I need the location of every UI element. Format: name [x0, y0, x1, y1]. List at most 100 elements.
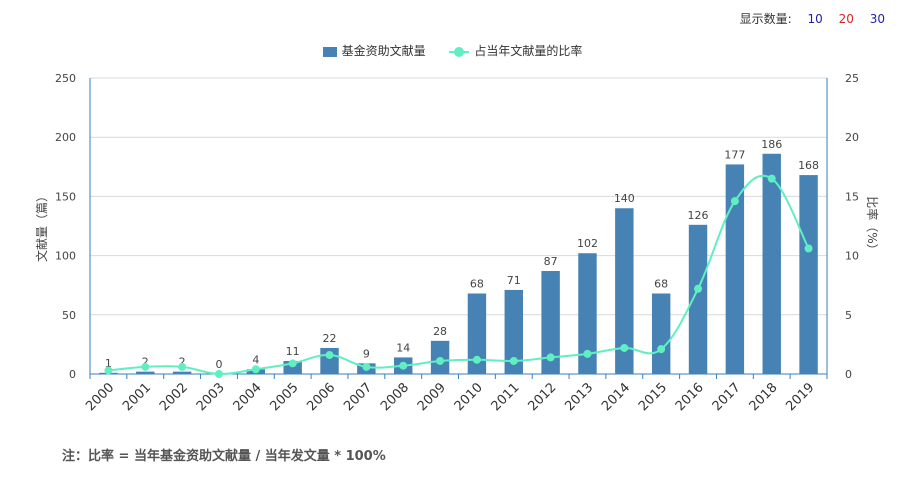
bar-data-label: 28 [433, 325, 447, 338]
bar-data-label: 0 [215, 358, 222, 371]
bar [541, 270, 560, 374]
bar [651, 293, 671, 374]
y-left-tick-label: 150 [55, 190, 76, 203]
chart-legend: 基金资助文献量 占当年文献量的比率 [0, 42, 905, 59]
ratio-point [436, 356, 445, 365]
y-left-tick-label: 0 [69, 368, 76, 381]
bar-data-label: 68 [654, 277, 668, 290]
display-count-20[interactable]: 20 [838, 12, 854, 26]
x-tick-label: 2005 [267, 380, 301, 414]
display-count-control: 显示数量: 10 20 30 [740, 10, 885, 27]
ratio-point [362, 362, 371, 371]
legend-bar-label: 基金资助文献量 [341, 44, 426, 58]
bar-data-label: 1 [105, 357, 112, 370]
x-tick-label: 2011 [489, 380, 523, 414]
y-right-tick-label: 10 [845, 250, 859, 263]
display-count-label: 显示数量: [739, 12, 792, 26]
legend-line-swatch [449, 46, 470, 57]
x-tick-label: 2013 [562, 380, 596, 414]
bar-data-label: 102 [577, 237, 598, 250]
y-left-tick-label: 200 [55, 131, 76, 144]
ratio-point [694, 284, 703, 293]
y-right-tick-label: 0 [845, 368, 852, 381]
x-tick-label: 2000 [83, 380, 117, 414]
y-right-tick-label: 25 [845, 72, 859, 85]
x-tick-label: 2009 [415, 380, 449, 414]
y-right-tick-label: 5 [845, 309, 852, 322]
x-tick-label: 2014 [599, 380, 633, 414]
ratio-point [583, 349, 592, 358]
bar-data-label: 2 [179, 356, 186, 369]
y-left-tick-label: 100 [55, 250, 76, 263]
legend-item-line[interactable]: 占当年文献量的比率 [449, 42, 582, 59]
bar-data-label: 71 [507, 274, 521, 287]
bar-data-label: 11 [286, 345, 300, 358]
ratio-point [509, 356, 518, 365]
bar [725, 164, 745, 374]
x-tick-label: 2012 [525, 380, 559, 414]
bar [688, 224, 708, 374]
bar [762, 153, 781, 374]
y-right-axis-title: 比率（%） [865, 196, 880, 255]
bar-data-label: 4 [252, 353, 259, 366]
x-tick-label: 2016 [673, 380, 707, 414]
legend-bar-swatch [322, 46, 337, 57]
x-tick-label: 2017 [710, 380, 744, 414]
legend-line-label: 占当年文献量的比率 [474, 44, 583, 58]
x-tick-label: 2015 [636, 380, 670, 414]
y-left-axis-title: 文献量（篇） [34, 190, 49, 262]
ratio-point [251, 365, 260, 374]
bar-data-label: 168 [798, 159, 819, 172]
ratio-point [399, 361, 408, 370]
bar-data-label: 126 [688, 209, 709, 222]
bar-data-label: 9 [363, 347, 370, 360]
display-count-10[interactable]: 10 [807, 12, 823, 26]
x-tick-label: 2007 [341, 380, 375, 414]
ratio-point [620, 343, 629, 352]
y-left-tick-label: 250 [55, 72, 76, 85]
ratio-point [325, 351, 334, 360]
legend-item-bar[interactable]: 基金资助文献量 [322, 42, 426, 59]
bar [136, 371, 155, 374]
x-tick-label: 2001 [120, 380, 154, 414]
bar-data-label: 140 [614, 192, 635, 205]
bar-data-label: 186 [761, 138, 782, 151]
x-tick-label: 2002 [157, 380, 191, 414]
ratio-point [657, 345, 666, 354]
x-tick-label: 2003 [194, 380, 228, 414]
ratio-point [214, 370, 223, 378]
bar [578, 253, 597, 374]
x-tick-label: 2004 [231, 380, 265, 414]
bar [504, 289, 523, 374]
bar-data-label: 14 [396, 341, 410, 354]
x-tick-label: 2006 [304, 380, 338, 414]
bar-data-label: 68 [470, 277, 484, 290]
y-left-tick-label: 50 [62, 309, 76, 322]
ratio-point [546, 353, 555, 362]
bar [467, 293, 487, 374]
bar-data-label: 22 [323, 332, 337, 345]
bar-data-label: 87 [544, 255, 558, 268]
bar [172, 371, 192, 374]
x-tick-label: 2018 [747, 380, 781, 414]
ratio-point [141, 362, 150, 371]
y-right-tick-label: 15 [845, 190, 859, 203]
bar-data-label: 2 [142, 356, 149, 369]
bar [615, 208, 634, 374]
ratio-point [767, 174, 776, 183]
ratio-point [104, 366, 113, 375]
ratio-point [178, 362, 187, 371]
ratio-line [108, 174, 810, 376]
ratio-point [288, 359, 297, 368]
ratio-point [730, 197, 739, 206]
bar [799, 175, 818, 374]
x-tick-label: 2019 [783, 380, 817, 414]
x-tick-label: 2008 [378, 380, 412, 414]
ratio-point [804, 244, 813, 253]
x-tick-label: 2010 [452, 380, 486, 414]
ratio-point [472, 355, 481, 364]
bar-data-label: 177 [724, 148, 745, 161]
footnote: 注：比率 = 当年基金资助文献量 / 当年发文量 * 100% [62, 449, 386, 464]
display-count-30[interactable]: 30 [869, 12, 885, 26]
